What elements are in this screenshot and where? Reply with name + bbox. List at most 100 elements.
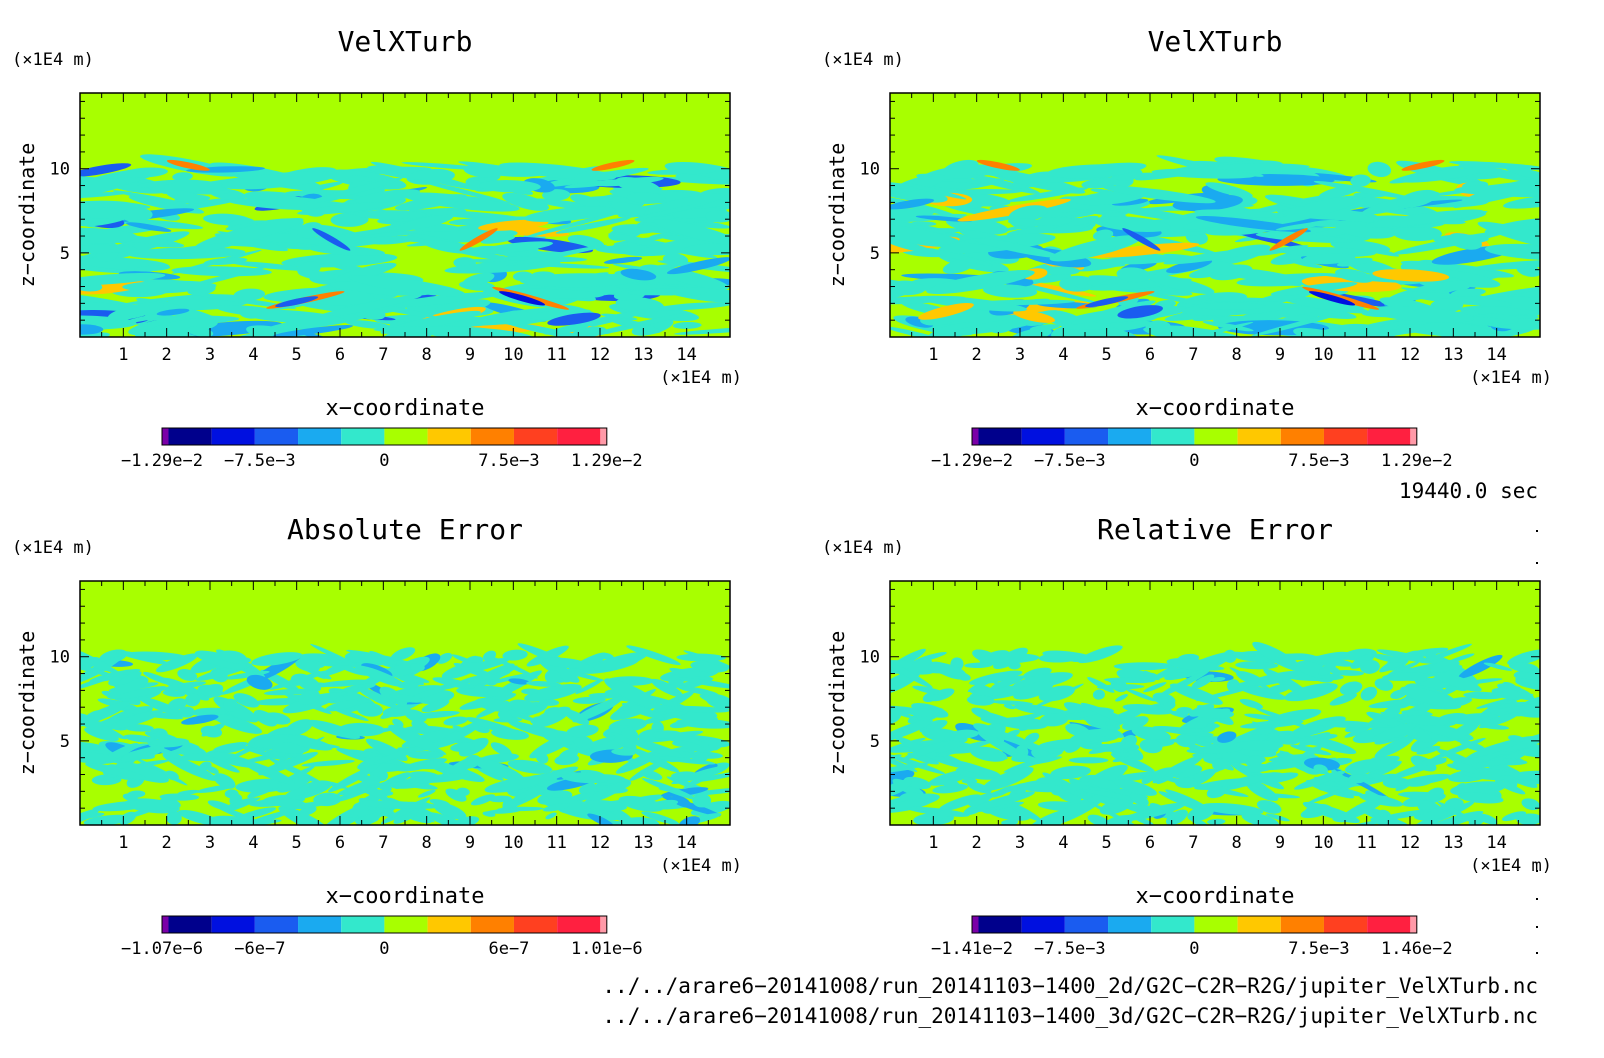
x-tick-label: 6	[335, 345, 345, 365]
x-tick-label: 3	[205, 833, 215, 853]
field-structure	[482, 650, 497, 662]
field-structure	[1256, 800, 1282, 814]
field-structure	[1038, 652, 1082, 663]
heatmap-field	[80, 581, 730, 825]
colorbar-segment	[1280, 916, 1324, 933]
field-structure	[1186, 746, 1243, 754]
field-structure	[116, 762, 169, 783]
field-structure	[1479, 296, 1540, 312]
x-tick-label: 2	[162, 833, 172, 853]
field-structure	[1016, 782, 1064, 793]
field-structure	[606, 317, 661, 333]
x-tick-label: 9	[1275, 345, 1285, 365]
field-structure	[389, 656, 430, 678]
colorbar-segment	[254, 428, 299, 445]
field-structure	[1252, 641, 1303, 672]
colorbar-segment	[978, 428, 1022, 445]
x-tick-label: 3	[1015, 833, 1025, 853]
field-structure	[354, 665, 405, 688]
field-structure	[894, 174, 946, 193]
colorbar-label: 7.5e−3	[1288, 451, 1349, 471]
field-structure	[159, 793, 200, 801]
field-structure	[1111, 198, 1149, 206]
field-structure	[222, 717, 239, 725]
field-structure	[1129, 792, 1149, 806]
field-structure	[993, 647, 1028, 670]
field-structure	[1077, 246, 1117, 253]
colorbar-segment	[978, 916, 1022, 933]
field-structure	[80, 324, 104, 335]
y-axis-label: z−coordinate	[15, 631, 39, 776]
y-tick-label: 10	[860, 648, 880, 668]
field-structure	[651, 730, 682, 739]
field-structure	[1508, 735, 1525, 743]
field-structure	[708, 739, 723, 751]
field-structure	[1102, 185, 1216, 204]
field-structure	[1212, 758, 1228, 771]
field-structure	[672, 795, 691, 808]
field-structure	[1225, 772, 1276, 790]
field-structure	[574, 170, 601, 184]
field-structure	[1194, 209, 1287, 218]
colorbar-frame	[971, 427, 1418, 446]
panel-title: VelXTurb	[1148, 25, 1283, 58]
field-structure	[1003, 704, 1016, 710]
field-structure	[1367, 161, 1392, 178]
field-structure	[1260, 195, 1363, 226]
colorbar-segment	[1237, 916, 1281, 933]
field-structure	[242, 760, 295, 785]
field-structure	[357, 755, 387, 770]
field-structure	[361, 775, 381, 786]
field-structure	[1350, 653, 1375, 669]
field-structure	[207, 800, 233, 811]
field-structure	[926, 270, 1035, 294]
field-structure	[329, 281, 432, 296]
field-structure	[1112, 754, 1135, 763]
field-structure	[648, 193, 725, 214]
y-axis-label: z−coordinate	[825, 631, 849, 776]
field-structure	[976, 791, 1035, 810]
field-structure	[1521, 798, 1540, 811]
field-structure	[641, 778, 698, 801]
field-structure	[1156, 669, 1210, 699]
field-structure	[1241, 764, 1274, 773]
x-tick-label: 4	[1058, 345, 1068, 365]
field-structure	[80, 741, 106, 751]
field-structure	[122, 793, 138, 802]
colorbar-segment	[1194, 428, 1238, 445]
field-structure	[674, 326, 730, 335]
field-structure	[299, 270, 335, 281]
field-structure	[490, 742, 512, 757]
field-structure	[1039, 274, 1072, 283]
field-structure	[1448, 161, 1540, 170]
field-jet	[976, 159, 1020, 171]
field-structure	[1459, 740, 1486, 752]
field-structure	[1207, 818, 1226, 825]
field-structure	[966, 695, 995, 706]
field-structure	[1420, 757, 1447, 766]
field-structure	[168, 698, 188, 710]
field-structure	[172, 172, 193, 181]
field-structure	[910, 221, 937, 226]
field-structure	[502, 649, 528, 661]
y-tick-label: 10	[50, 648, 70, 668]
field-structure	[1077, 728, 1120, 743]
field-structure	[1051, 222, 1090, 233]
field-structure	[390, 647, 416, 661]
field-structure	[1009, 328, 1052, 337]
colorbar-segment	[1021, 916, 1065, 933]
field-structure	[357, 687, 398, 709]
field-structure	[1345, 759, 1384, 775]
field-structure	[1431, 671, 1482, 692]
field-structure	[1382, 705, 1401, 720]
x-tick-label: 14	[676, 833, 696, 853]
field-structure	[1300, 745, 1322, 759]
field-structure	[1096, 684, 1145, 690]
field-structure	[1515, 678, 1540, 691]
x-unit-label: (×1E4 m)	[1470, 856, 1552, 876]
field-structure	[194, 650, 247, 670]
field-structure	[185, 693, 201, 707]
colorbar-label: 1.46e−2	[1381, 939, 1453, 959]
field-structure	[414, 178, 511, 204]
